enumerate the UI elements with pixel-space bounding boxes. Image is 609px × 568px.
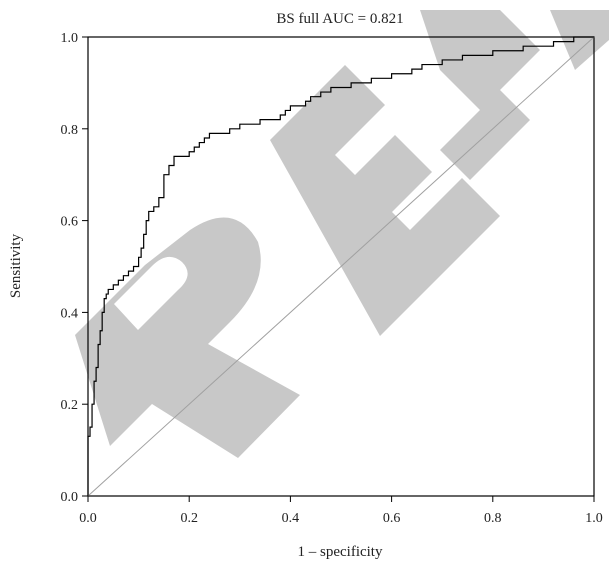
y-tick-label: 1.0 (61, 31, 79, 46)
y-tick-label: 0.8 (61, 123, 79, 138)
x-tick-label: 0.0 (79, 511, 97, 526)
x-axis-label: 1 – specificity (298, 544, 383, 560)
watermark-letter-r (75, 217, 300, 458)
roc-curve-line (87, 36, 594, 496)
retracted-watermark (75, 10, 609, 458)
watermark-letter-t (420, 10, 540, 180)
plot-frame (87, 36, 595, 497)
x-tick-label: 0.6 (383, 511, 401, 526)
x-tick-label: 0.2 (180, 511, 198, 526)
y-tick-label: 0.4 (61, 306, 79, 321)
y-axis-label: Sensitivity (8, 233, 24, 298)
watermark-letter-e (270, 65, 500, 336)
watermark-letter-accent (550, 10, 609, 70)
y-tick-label: 0.0 (61, 490, 79, 505)
chart-title: BS full AUC = 0.821 (276, 11, 403, 27)
reference-diagonal-line (87, 36, 595, 497)
x-tick-label: 0.8 (484, 511, 502, 526)
y-tick-label: 0.2 (61, 398, 79, 413)
y-tick-label: 0.6 (61, 215, 79, 230)
x-tick-label: 1.0 (585, 511, 603, 526)
x-tick-label: 0.4 (282, 511, 300, 526)
